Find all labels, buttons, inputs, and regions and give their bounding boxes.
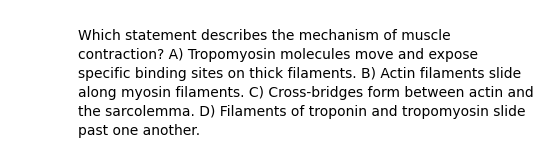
Text: Which statement describes the mechanism of muscle
contraction? A) Tropomyosin mo: Which statement describes the mechanism … <box>78 29 533 138</box>
